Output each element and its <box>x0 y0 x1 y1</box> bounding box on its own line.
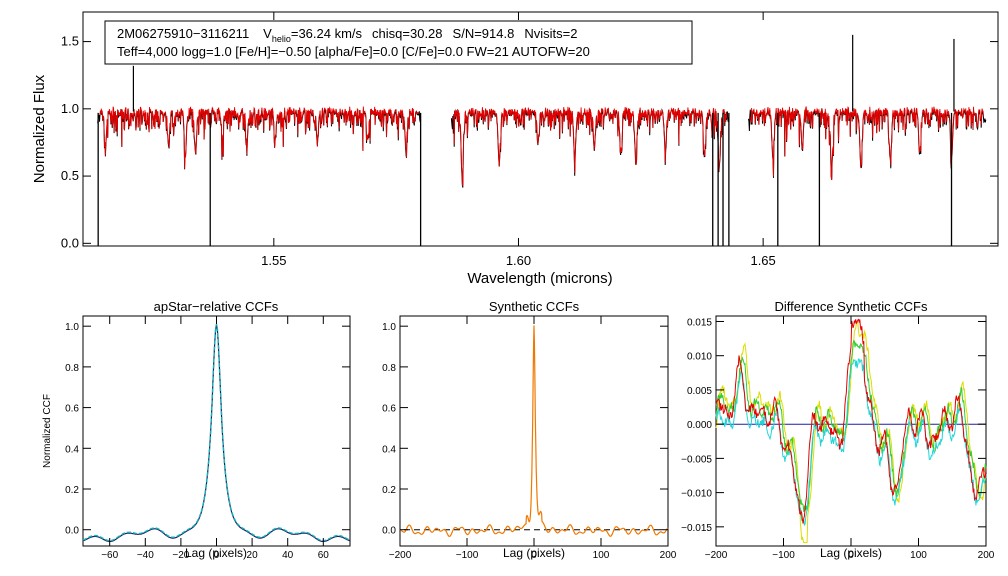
spectrum-x-tick-label: 1.60 <box>506 253 531 268</box>
apstar-ccf-y-label: Normalized CCF <box>42 394 53 468</box>
difference-ccf-series-yellow <box>715 321 987 544</box>
synthetic-ccf-x-tick-label: 200 <box>660 550 677 561</box>
vhelio-subscript: helio <box>272 34 291 44</box>
synthetic-ccf-y-tick-label: 1.0 <box>382 322 396 333</box>
synthetic-ccf-y-tick-label: 0.6 <box>382 404 396 415</box>
synthetic-ccf-x-label: Lag (pixels) <box>503 546 565 560</box>
spectrum-gridless-area <box>97 34 987 246</box>
sn-value: S/N=914.8 <box>453 26 515 41</box>
difference-ccf-y-tick-label: −0.015 <box>681 523 712 534</box>
apstar-ccf-y-ticks: 0.0 0.2 0.4 0.6 0.8 1.0 <box>65 322 350 537</box>
difference-ccf-y-tick-label: −0.005 <box>681 454 712 465</box>
apstar-ccf-title: apStar−relative CCFs <box>154 299 279 314</box>
spectrum-x-tick-label: 1.65 <box>750 253 775 268</box>
apstar-ccf-y-tick-label: 0.8 <box>65 363 79 374</box>
difference-ccf-y-ticks: −0.015 −0.010 −0.005 0.000 0.005 0.010 0.015 <box>681 317 986 534</box>
synthetic-ccf-y-tick-label: 0.0 <box>382 526 396 537</box>
synthetic-ccf-y-tick-label: 0.8 <box>382 363 396 374</box>
spectrum-y-ticks: 0.0 0.5 1.0 1.5 <box>61 34 998 250</box>
spectrum-y-tick-label: 0.5 <box>61 168 79 183</box>
synthetic-ccf-x-tick-label: 100 <box>593 550 610 561</box>
info-line-2: Teff=4,000 logg=1.0 [Fe/H]=−0.50 [alpha/… <box>117 44 590 59</box>
apstar-ccf-x-tick-label: −60 <box>101 550 118 561</box>
difference-ccf-series-red <box>715 318 987 524</box>
apstar-ccf-x-tick-label: 40 <box>282 550 294 561</box>
apstar-ccf-y-tick-label: 0.2 <box>65 485 79 496</box>
synthetic-ccf-title: Synthetic CCFs <box>489 299 580 314</box>
difference-ccf-series-green <box>715 339 987 513</box>
difference-ccf-x-tick-label: 100 <box>910 550 927 561</box>
apstar-ccf-x-tick-label: −20 <box>172 550 189 561</box>
difference-ccf-x-tick-label: 0 <box>848 550 854 561</box>
difference-ccf-title: Difference Synthetic CCFs <box>775 299 928 314</box>
spectrum-plot-frame <box>82 11 999 247</box>
spectrum-panel: 1.55 1.60 1.65 0.0 0.5 1.0 1.5 Wavelength (mi… <box>31 11 999 287</box>
apstar-ccf-x-tick-label: 20 <box>247 550 259 561</box>
nvisits-value: Nvisits=2 <box>524 26 577 41</box>
apstar-ccf-frame <box>82 315 351 547</box>
difference-ccf-x-tick-label: −200 <box>705 550 728 561</box>
synthetic-ccf-x-ticks: −200 −100 0 100 200 <box>389 316 677 561</box>
apstar-ccf-fit-series <box>82 323 351 542</box>
spectrum-model-series <box>99 106 984 186</box>
spectrum-x-tick-label: 1.55 <box>261 253 286 268</box>
apstar-ccf-x-ticks: −60 −40 −20 0 20 40 60 <box>101 316 329 561</box>
difference-ccf-x-label: Lag (pixels) <box>820 546 882 560</box>
apstar-ccf-y-tick-label: 0.0 <box>65 526 79 537</box>
synthetic-ccf-series <box>399 325 669 538</box>
apstar-ccf-series <box>82 324 351 542</box>
star-id: 2M06275910−3116211 <box>117 26 249 41</box>
apstar-ccf-y-tick-label: 1.0 <box>65 322 79 333</box>
apstar-ccf-panel: apStar−relative CCFs −60 −40 −20 0 20 40 60 0.… <box>42 299 351 561</box>
spectrum-y-tick-label: 1.5 <box>61 34 79 49</box>
spectrum-y-tick-label: 0.0 <box>61 235 79 250</box>
difference-ccf-y-tick-label: 0.005 <box>687 386 712 397</box>
difference-ccf-x-tick-label: −100 <box>772 550 795 561</box>
apstar-ccf-x-tick-label: 0 <box>214 550 220 561</box>
synthetic-ccf-panel: Synthetic CCFs −200 −100 0 100 200 0.0 0.2 0.4… <box>382 299 677 561</box>
synthetic-ccf-y-tick-label: 0.2 <box>382 485 396 496</box>
apstar-ccf-x-tick-label: −40 <box>137 550 154 561</box>
synthetic-ccf-x-tick-label: −200 <box>389 550 412 561</box>
synthetic-ccf-y-tick-label: 0.4 <box>382 444 396 455</box>
apstar-ccf-y-tick-label: 0.4 <box>65 444 79 455</box>
spectrum-x-axis-label: Wavelength (microns) <box>467 270 612 287</box>
info-box-border <box>104 20 693 65</box>
spectrum-bad-pixels <box>97 34 955 246</box>
difference-ccf-panel: Difference Synthetic CCFs −200 −100 0 100 20… <box>681 299 995 561</box>
vhelio-label: V <box>263 26 272 41</box>
synthetic-ccf-x-tick-label: −100 <box>456 550 479 561</box>
apstar-ccf-x-label: Lag (pixels) <box>185 546 247 560</box>
spectrum-y-axis-label: Normalized Flux <box>31 74 48 183</box>
apstar-ccf-x-tick-label: 60 <box>318 550 330 561</box>
difference-ccf-x-tick-label: 200 <box>978 550 995 561</box>
apstar-ccf-y-tick-label: 0.6 <box>65 404 79 415</box>
difference-ccf-series-cyan <box>715 358 987 527</box>
chisq-value: chisq=30.28 <box>372 26 442 41</box>
difference-ccf-y-tick-label: 0.015 <box>687 317 712 328</box>
vhelio-value: =36.24 km/s <box>291 26 363 41</box>
info-line-1: 2M06275910−3116211 Vhelio=36.24 km/s chisq… <box>117 26 577 44</box>
difference-ccf-x-ticks: −200 −100 0 100 200 <box>705 316 995 561</box>
synthetic-ccf-x-tick-label: 0 <box>531 550 537 561</box>
spectrum-x-ticks: 1.55 1.60 1.65 <box>261 12 776 268</box>
difference-ccf-y-tick-label: −0.010 <box>681 489 712 500</box>
synthetic-ccf-y-ticks: 0.0 0.2 0.4 0.6 0.8 1.0 <box>382 322 668 537</box>
spectrum-info-box: 2M06275910−3116211 Vhelio=36.24 km/s chisq… <box>104 20 693 65</box>
difference-ccf-y-tick-label: 0.010 <box>687 352 712 363</box>
difference-ccf-y-tick-label: 0.000 <box>687 420 712 431</box>
spectrum-y-tick-label: 1.0 <box>61 101 79 116</box>
